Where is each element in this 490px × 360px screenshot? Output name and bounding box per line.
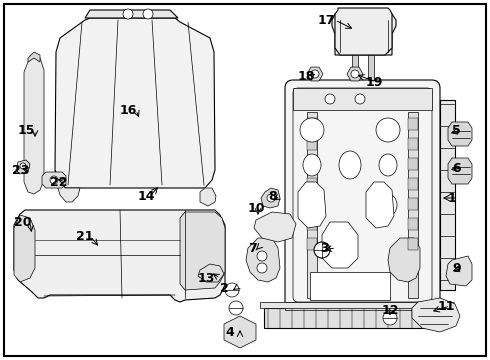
Polygon shape: [310, 272, 390, 300]
Text: 17: 17: [318, 13, 336, 27]
Text: 15: 15: [18, 123, 35, 136]
Polygon shape: [307, 158, 317, 170]
Circle shape: [257, 251, 267, 261]
Text: 10: 10: [248, 202, 266, 215]
Polygon shape: [408, 178, 418, 190]
Polygon shape: [307, 112, 317, 298]
Text: 6: 6: [452, 162, 461, 175]
Polygon shape: [408, 112, 418, 298]
Text: 13: 13: [197, 271, 215, 284]
Circle shape: [267, 194, 275, 202]
Ellipse shape: [379, 194, 397, 216]
Polygon shape: [366, 182, 394, 228]
Polygon shape: [246, 238, 280, 282]
Text: 1: 1: [448, 192, 457, 204]
Polygon shape: [260, 302, 436, 308]
Polygon shape: [14, 215, 35, 282]
Polygon shape: [55, 18, 215, 188]
Polygon shape: [293, 88, 432, 110]
Polygon shape: [16, 160, 30, 174]
FancyBboxPatch shape: [285, 80, 440, 310]
Circle shape: [351, 70, 359, 78]
Polygon shape: [264, 308, 432, 328]
Polygon shape: [307, 218, 317, 230]
Polygon shape: [298, 182, 326, 228]
Text: 23: 23: [12, 163, 29, 176]
Polygon shape: [224, 316, 256, 348]
Polygon shape: [285, 302, 440, 310]
Text: 4: 4: [225, 325, 234, 338]
Polygon shape: [446, 256, 472, 286]
Polygon shape: [448, 158, 472, 184]
Text: 18: 18: [298, 69, 316, 82]
Ellipse shape: [303, 194, 321, 216]
Polygon shape: [307, 178, 317, 190]
Circle shape: [123, 9, 133, 19]
Text: 11: 11: [438, 300, 456, 312]
Polygon shape: [368, 55, 374, 80]
Text: 9: 9: [452, 261, 461, 274]
Circle shape: [355, 94, 365, 104]
Circle shape: [311, 70, 319, 78]
Polygon shape: [412, 298, 460, 332]
Text: 20: 20: [14, 216, 31, 229]
Text: 16: 16: [120, 104, 137, 117]
Polygon shape: [440, 100, 455, 290]
Polygon shape: [198, 264, 224, 282]
Polygon shape: [408, 158, 418, 170]
Text: 2: 2: [220, 282, 229, 294]
Circle shape: [143, 9, 153, 19]
Polygon shape: [85, 10, 178, 18]
Ellipse shape: [379, 154, 397, 176]
Polygon shape: [200, 188, 216, 206]
Polygon shape: [14, 210, 225, 302]
Text: 7: 7: [248, 242, 257, 255]
Text: 14: 14: [138, 189, 155, 202]
Ellipse shape: [339, 151, 361, 179]
Circle shape: [383, 311, 397, 325]
Ellipse shape: [303, 154, 321, 176]
Text: 8: 8: [268, 189, 277, 202]
Polygon shape: [408, 198, 418, 210]
Polygon shape: [307, 67, 323, 81]
Polygon shape: [448, 122, 472, 146]
Polygon shape: [408, 218, 418, 230]
Polygon shape: [388, 238, 420, 282]
Polygon shape: [307, 238, 317, 250]
Polygon shape: [408, 238, 418, 250]
Text: 3: 3: [320, 242, 329, 255]
Polygon shape: [55, 170, 80, 202]
Polygon shape: [335, 8, 392, 55]
Text: 22: 22: [50, 175, 68, 189]
Circle shape: [50, 176, 58, 184]
Polygon shape: [307, 118, 317, 130]
Polygon shape: [28, 52, 40, 62]
Circle shape: [20, 163, 26, 169]
Circle shape: [225, 283, 239, 297]
Text: 21: 21: [76, 230, 94, 243]
Polygon shape: [254, 212, 296, 242]
Polygon shape: [307, 198, 317, 210]
Polygon shape: [408, 118, 418, 130]
Polygon shape: [352, 55, 358, 80]
Text: 5: 5: [452, 123, 461, 136]
Polygon shape: [332, 14, 396, 55]
Circle shape: [300, 118, 324, 142]
Polygon shape: [322, 222, 358, 268]
Circle shape: [314, 242, 330, 258]
Text: 12: 12: [382, 303, 399, 316]
Polygon shape: [347, 67, 363, 81]
Polygon shape: [24, 55, 44, 194]
Polygon shape: [261, 188, 280, 208]
Polygon shape: [42, 172, 66, 188]
Circle shape: [325, 94, 335, 104]
Circle shape: [257, 263, 267, 273]
Polygon shape: [307, 138, 317, 150]
Polygon shape: [408, 138, 418, 150]
Circle shape: [376, 118, 400, 142]
Circle shape: [229, 301, 243, 315]
Polygon shape: [180, 212, 225, 290]
Text: 19: 19: [366, 76, 383, 89]
